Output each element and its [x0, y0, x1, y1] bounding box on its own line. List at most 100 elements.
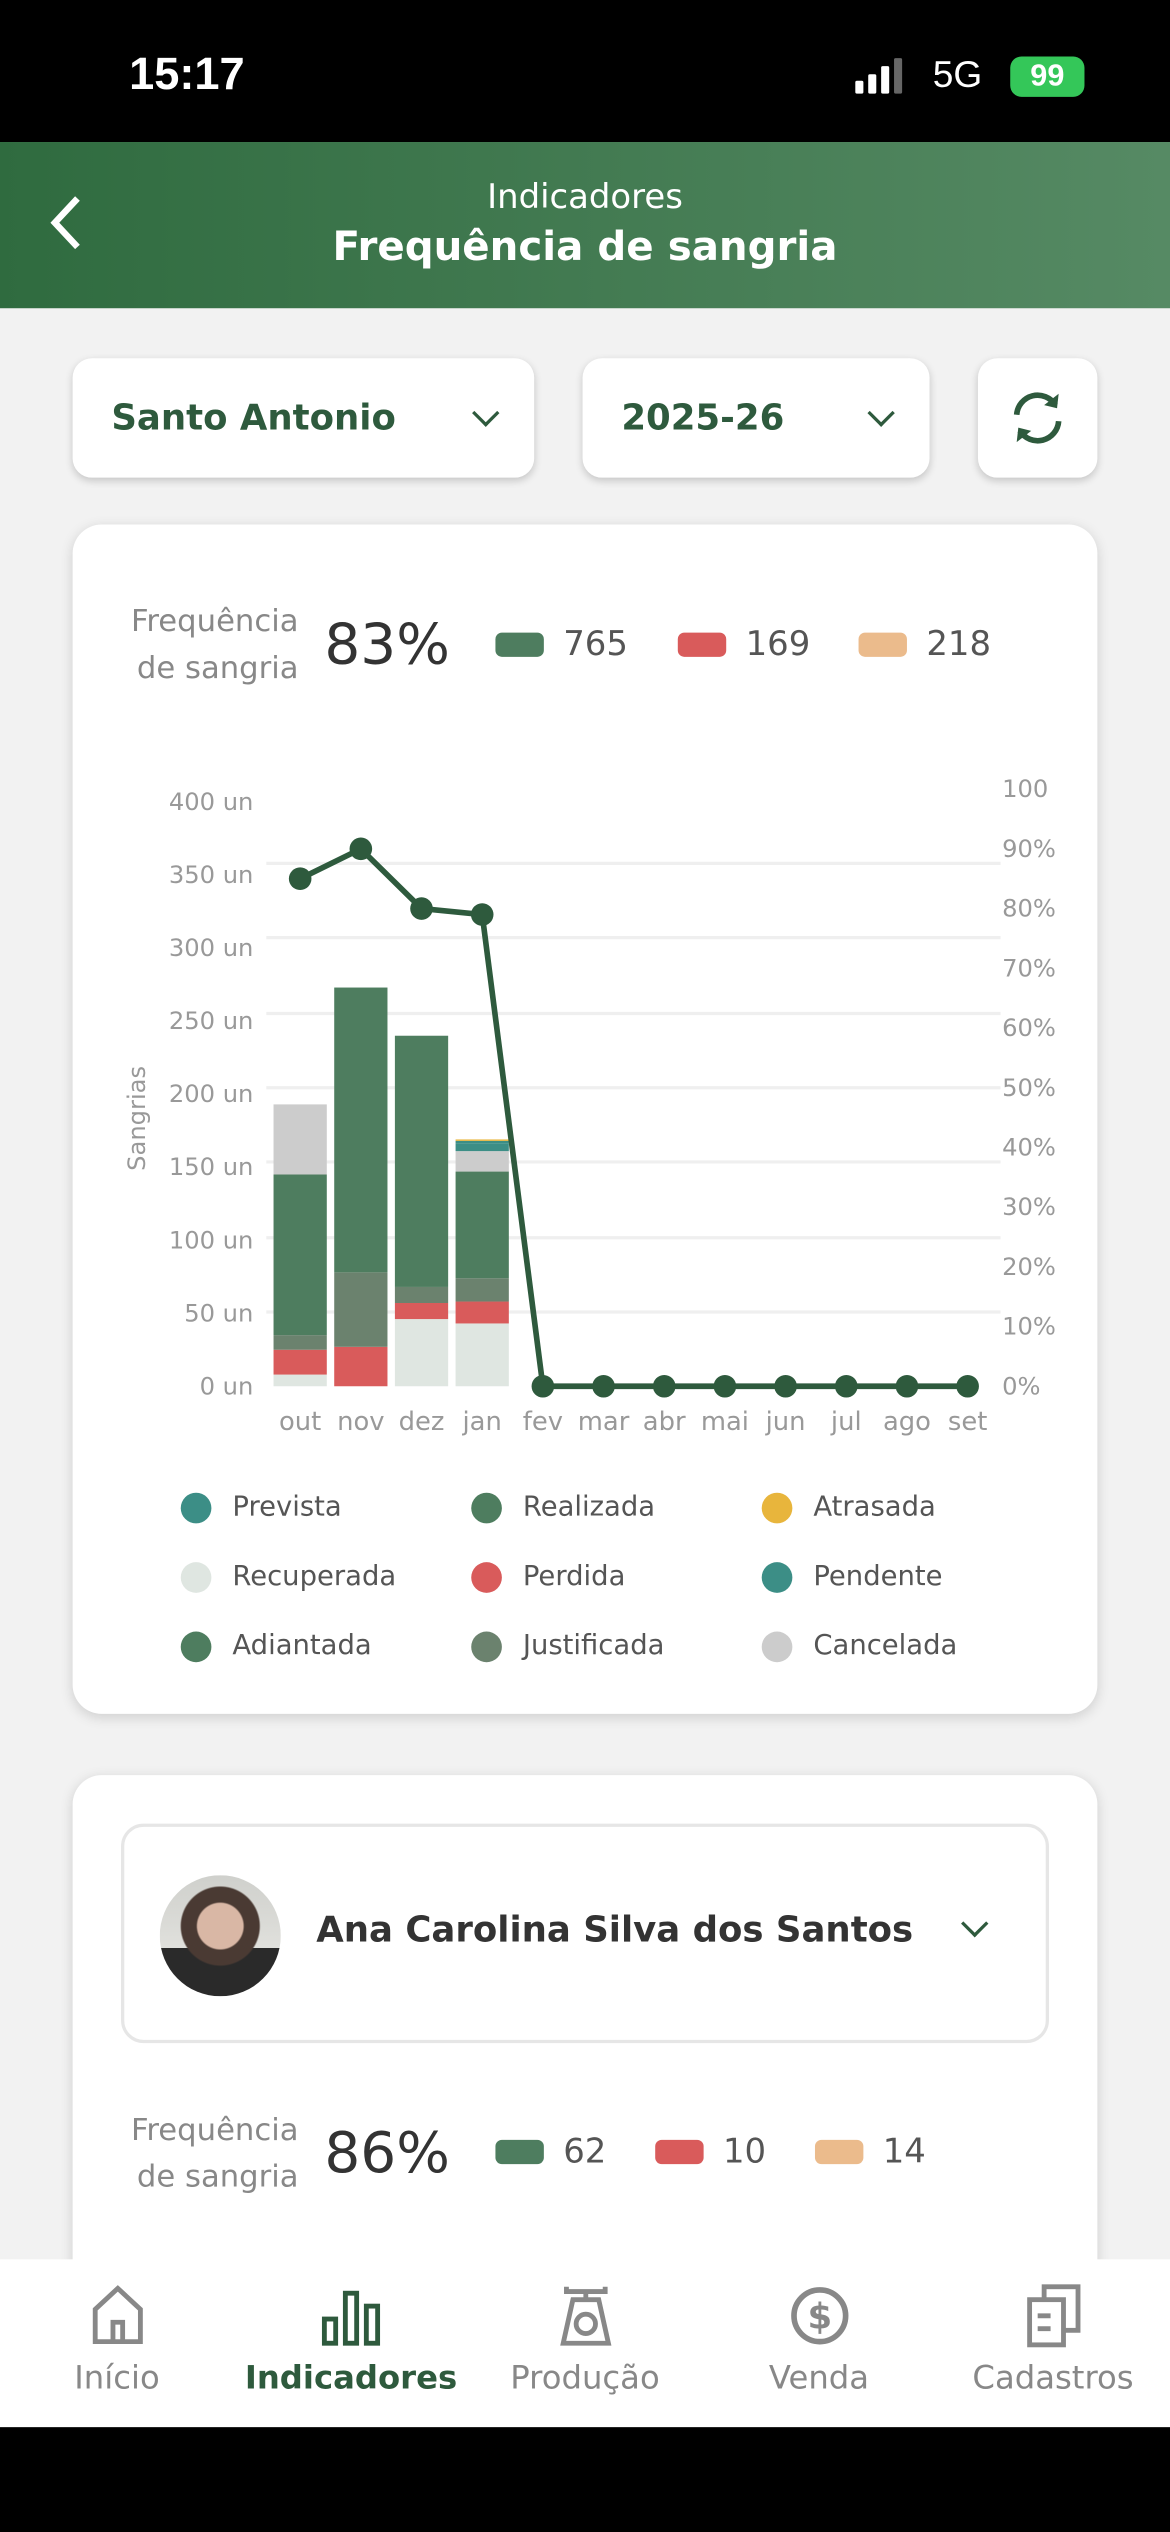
farm-select[interactable]: Santo Antonio	[72, 358, 535, 478]
avatar	[159, 1875, 281, 1997]
worker-select[interactable]: Ana Carolina Silva dos Santos	[121, 1823, 1049, 2044]
y2-tick-label: 30%	[1002, 1193, 1056, 1221]
svg-text:$: $	[807, 2297, 832, 2338]
worker-name: Ana Carolina Silva dos Santos	[316, 1910, 914, 1952]
status-bar: 15:17 5G 99	[0, 0, 1170, 143]
nav-producao[interactable]: Produção	[468, 2284, 702, 2397]
legend-label: Cancelada	[813, 1629, 958, 1663]
legend-swatch	[471, 1630, 502, 1662]
legend-item: Realizada	[471, 1491, 761, 1523]
y2-tick-label: 40%	[1002, 1133, 1056, 1161]
bar-segment-realizada	[455, 1171, 509, 1279]
nav-inicio[interactable]: Início	[0, 2284, 234, 2397]
chevron-down-icon	[961, 1909, 989, 1938]
x-tick-label: jul	[830, 1407, 862, 1437]
page-title: Frequência de sangria	[332, 222, 838, 270]
bar-segment-justificada	[455, 1278, 509, 1302]
x-tick-label: jun	[765, 1407, 806, 1437]
bar-segment-cancelada	[273, 1104, 327, 1175]
y-tick-label: 150 un	[169, 1153, 254, 1181]
legend-item: Atrasada	[761, 1491, 1020, 1524]
legend-label: Adiantada	[232, 1629, 372, 1663]
legend-swatch	[761, 1561, 793, 1593]
legend-item: Justificada	[471, 1630, 761, 1662]
frequency-point	[288, 867, 312, 891]
y-axis-label: Sangrias	[123, 1066, 151, 1171]
frequency-chart-card	[72, 524, 1098, 1714]
frequency-point	[774, 1374, 797, 1398]
nav-label: Cadastros	[972, 2357, 1134, 2397]
frequency-point	[470, 903, 494, 926]
legend-swatch	[180, 1491, 212, 1523]
refresh-button[interactable]	[977, 358, 1098, 478]
nav-label: Início	[74, 2357, 160, 2397]
chart-legend: Prevista Realizada Atrasada Recuperada Perdi…	[180, 1491, 1020, 1663]
x-tick-label: dez	[399, 1407, 445, 1437]
refresh-icon	[1013, 392, 1062, 444]
legend-item: Pendente	[761, 1561, 1020, 1593]
legend-swatch	[761, 1630, 793, 1662]
legend-swatch	[180, 1561, 212, 1593]
bar-segment-recuperada	[273, 1374, 327, 1387]
y2-tick-label: 80%	[1002, 895, 1056, 923]
legend-label: Prevista	[232, 1491, 342, 1524]
battery-icon: 99	[1010, 56, 1085, 97]
frequency-point	[956, 1374, 979, 1398]
count-perdida: 169	[677, 625, 810, 663]
frequency-point	[410, 897, 433, 920]
y-tick-label: 100 un	[169, 1226, 254, 1254]
nav-venda[interactable]: $ Venda	[702, 2284, 936, 2397]
bar-segment-justificada	[334, 1272, 388, 1347]
bar-segment-atrasada	[455, 1139, 509, 1141]
nav-label: Produção	[510, 2357, 660, 2397]
y2-tick-label: 20%	[1002, 1253, 1056, 1281]
bar-segment-justificada	[394, 1286, 449, 1304]
y2-tick-label: 0%	[1002, 1372, 1040, 1400]
worker-count-realizada: 62	[495, 2132, 606, 2171]
legend-label: Realizada	[522, 1491, 656, 1524]
bar-chart-icon	[321, 2290, 380, 2346]
legend-label: Atrasada	[813, 1491, 936, 1524]
network-type: 5G	[932, 53, 983, 96]
y2-tick-label: 60%	[1002, 1014, 1056, 1042]
season-select[interactable]: 2025-26	[582, 358, 930, 478]
back-button[interactable]	[45, 190, 93, 255]
y-tick-label: 0 un	[200, 1372, 254, 1400]
frequency-point	[592, 1374, 615, 1398]
nav-label: Venda	[768, 2357, 870, 2397]
documents-icon	[1026, 2284, 1080, 2348]
bar-segment-perdida	[394, 1303, 449, 1320]
signal-icon	[855, 58, 903, 94]
y2-tick-label: 100	[1002, 775, 1048, 803]
nav-indicadores[interactable]: Indicadores	[234, 2284, 468, 2397]
nav-cadastros[interactable]: Cadastros	[936, 2284, 1170, 2397]
legend-label: Recuperada	[232, 1560, 397, 1593]
worker-frequency-label: Frequência de sangria	[130, 2112, 299, 2195]
frequency-point	[834, 1374, 858, 1398]
bar-segment-perdida	[334, 1346, 388, 1387]
status-time: 15:17	[129, 48, 245, 99]
worker-frequency-percent: 86%	[324, 2122, 450, 2187]
y-tick-label: 350 un	[169, 861, 254, 889]
y-tick-label: 300 un	[169, 934, 254, 962]
x-tick-label: nov	[337, 1407, 384, 1437]
y2-tick-label: 90%	[1002, 835, 1056, 863]
legend-swatch	[761, 1491, 793, 1523]
bar-segment-justificada	[273, 1335, 327, 1350]
x-tick-label: mai	[701, 1407, 749, 1437]
legend-swatch	[180, 1630, 212, 1662]
frequency-point	[652, 1374, 676, 1398]
x-tick-label: ago	[883, 1407, 931, 1437]
bar-segment-perdida	[273, 1349, 327, 1375]
x-tick-label: jan	[462, 1407, 502, 1437]
chevron-left-icon	[50, 196, 80, 250]
header-subtitle: Indicadores	[487, 177, 683, 217]
x-tick-label: abr	[643, 1407, 686, 1437]
frequency-point	[895, 1374, 919, 1398]
dollar-circle-icon: $	[790, 2287, 848, 2345]
y-tick-label: 400 un	[169, 788, 254, 816]
frequency-point	[349, 837, 373, 861]
x-tick-label: set	[948, 1407, 987, 1437]
app-header	[0, 142, 1170, 309]
nav-label: Indicadores	[244, 2357, 458, 2397]
